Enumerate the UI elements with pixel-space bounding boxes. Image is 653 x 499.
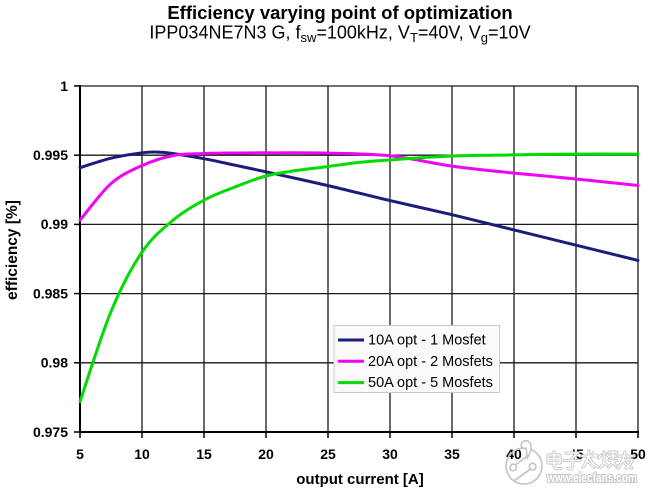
svg-text:20: 20: [258, 446, 274, 462]
svg-text:25: 25: [320, 446, 336, 462]
svg-text:15: 15: [196, 446, 212, 462]
svg-text:30: 30: [382, 446, 398, 462]
svg-text:10A opt - 1 Mosfet: 10A opt - 1 Mosfet: [368, 333, 486, 349]
svg-text:0.99: 0.99: [41, 216, 68, 232]
svg-text:35: 35: [444, 446, 460, 462]
svg-text:output current [A]: output current [A]: [296, 471, 423, 488]
svg-text:0.98: 0.98: [41, 355, 68, 371]
svg-text:50A opt - 5 Mosfets: 50A opt - 5 Mosfets: [368, 375, 493, 391]
svg-text:Efficiency varying point of op: Efficiency varying point of optimization: [167, 2, 512, 23]
svg-text:5: 5: [76, 446, 84, 462]
svg-text:efficiency [%]: efficiency [%]: [4, 200, 21, 300]
svg-text:10: 10: [134, 446, 150, 462]
svg-text:20A opt - 2 Mosfets: 20A opt - 2 Mosfets: [368, 354, 493, 370]
svg-text:40: 40: [506, 446, 522, 462]
svg-text:50: 50: [630, 446, 646, 462]
svg-text:0.995: 0.995: [33, 147, 68, 163]
svg-text:1: 1: [60, 78, 68, 94]
svg-text:IPP034NE7N3 G, fsw=100kHz, VT=: IPP034NE7N3 G, fsw=100kHz, VT=40V, Vg=10…: [149, 23, 530, 46]
svg-text:www.elecfans.com: www.elecfans.com: [546, 471, 637, 485]
svg-text:0.985: 0.985: [33, 285, 68, 301]
svg-text:0.975: 0.975: [33, 424, 68, 440]
